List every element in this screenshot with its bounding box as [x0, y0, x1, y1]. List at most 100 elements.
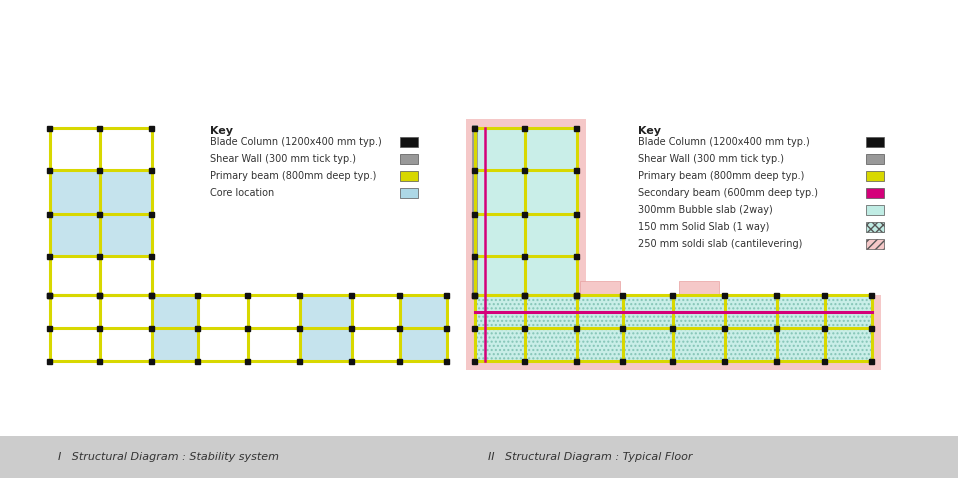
Bar — [575, 167, 580, 173]
Bar — [445, 326, 449, 330]
Text: 300mm Bubble slab (2way): 300mm Bubble slab (2way) — [638, 205, 773, 215]
Bar — [445, 358, 449, 363]
Bar — [445, 293, 449, 297]
Bar — [870, 293, 875, 297]
Bar — [872, 295, 881, 370]
Bar — [475, 328, 525, 361]
Bar — [575, 293, 580, 297]
Bar — [195, 358, 200, 363]
Bar — [525, 295, 577, 328]
Bar — [475, 170, 525, 214]
Bar — [149, 326, 154, 330]
Bar — [398, 326, 402, 330]
Bar — [475, 128, 525, 170]
Bar — [522, 211, 528, 217]
Bar — [673, 295, 725, 328]
Bar — [466, 361, 881, 370]
Bar — [48, 211, 53, 217]
Bar — [298, 326, 303, 330]
Bar — [522, 167, 528, 173]
Bar — [525, 256, 577, 295]
Bar — [525, 170, 577, 214]
Bar — [350, 358, 354, 363]
Bar — [525, 328, 577, 361]
Bar — [472, 126, 477, 130]
Bar — [866, 188, 884, 198]
Bar — [475, 256, 525, 295]
Bar — [575, 253, 580, 259]
Bar — [866, 205, 884, 215]
Bar — [777, 328, 825, 361]
Bar — [400, 154, 418, 164]
Bar — [575, 326, 580, 330]
Bar — [522, 358, 528, 363]
Bar — [149, 167, 154, 173]
Bar — [98, 326, 103, 330]
Bar — [774, 293, 780, 297]
Bar — [623, 295, 673, 328]
Bar — [300, 295, 352, 361]
Bar — [298, 358, 303, 363]
Text: II   Structural Diagram : Typical Floor: II Structural Diagram : Typical Floor — [488, 452, 693, 462]
Bar — [825, 328, 872, 361]
Bar — [0, 436, 958, 478]
Bar — [472, 293, 477, 297]
Bar — [866, 222, 884, 232]
Text: 150 mm Solid Slab (1 way): 150 mm Solid Slab (1 way) — [638, 222, 769, 232]
Bar — [621, 293, 626, 297]
Bar — [823, 293, 828, 297]
Bar — [870, 326, 875, 330]
Bar — [575, 293, 580, 297]
Text: Secondary beam (600mm deep typ.): Secondary beam (600mm deep typ.) — [638, 188, 818, 198]
Bar — [466, 128, 475, 295]
Bar — [48, 293, 53, 297]
Bar — [398, 358, 402, 363]
Bar — [777, 295, 825, 328]
Bar — [475, 295, 525, 328]
Bar — [725, 328, 777, 361]
Bar — [774, 358, 780, 363]
Bar — [48, 253, 53, 259]
Bar — [621, 358, 626, 363]
Bar — [866, 171, 884, 181]
Bar — [866, 137, 884, 147]
Bar — [522, 126, 528, 130]
Bar — [774, 326, 780, 330]
Bar — [575, 126, 580, 130]
Text: Core location: Core location — [210, 188, 274, 198]
Bar — [245, 358, 250, 363]
Bar — [621, 326, 626, 330]
Bar — [400, 137, 418, 147]
Bar — [98, 358, 103, 363]
Bar — [870, 358, 875, 363]
Bar — [152, 295, 198, 361]
Bar — [671, 326, 675, 330]
Bar — [671, 293, 675, 297]
Bar — [580, 281, 620, 295]
Bar — [823, 358, 828, 363]
Bar — [98, 167, 103, 173]
Bar — [472, 358, 477, 363]
Text: Key: Key — [638, 126, 661, 136]
Bar — [475, 214, 525, 256]
Bar — [195, 293, 200, 297]
Bar — [149, 253, 154, 259]
Bar — [823, 326, 828, 330]
Bar — [48, 167, 53, 173]
Bar — [149, 358, 154, 363]
Bar — [522, 253, 528, 259]
Bar — [722, 358, 727, 363]
Bar — [149, 126, 154, 130]
Bar — [522, 293, 528, 297]
Bar — [525, 128, 577, 170]
Bar — [149, 293, 154, 297]
Bar — [472, 293, 477, 297]
Text: Blade Column (1200x400 mm typ.): Blade Column (1200x400 mm typ.) — [210, 137, 381, 147]
Bar — [472, 167, 477, 173]
Bar — [400, 171, 418, 181]
Bar — [472, 326, 477, 330]
Bar — [866, 239, 884, 249]
Bar — [195, 326, 200, 330]
Text: Primary beam (800mm deep typ.): Primary beam (800mm deep typ.) — [210, 171, 376, 181]
Bar — [522, 326, 528, 330]
